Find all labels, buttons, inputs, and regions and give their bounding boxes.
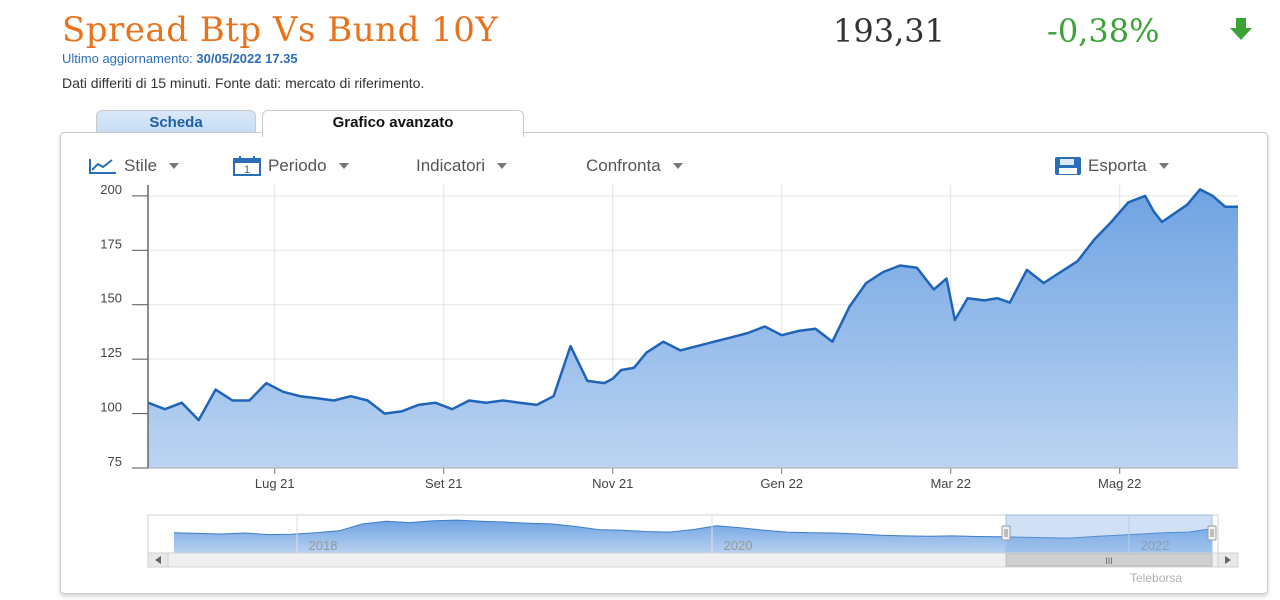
chevron-down-icon bbox=[1158, 163, 1169, 169]
chevron-down-icon bbox=[672, 163, 683, 169]
y-tick-label: 125 bbox=[100, 345, 122, 360]
x-tick-label: Lug 21 bbox=[255, 476, 295, 491]
delayed-note: Dati differiti di 15 minuti. Fonte dati:… bbox=[62, 75, 425, 91]
x-tick-label: Mag 22 bbox=[1098, 476, 1141, 491]
series-area bbox=[148, 189, 1238, 468]
esporta-label: Esporta bbox=[1088, 156, 1147, 175]
arrow-down-icon bbox=[1230, 18, 1252, 40]
chevron-down-icon bbox=[169, 163, 180, 169]
chevron-down-icon bbox=[338, 163, 349, 169]
x-tick-label: Gen 22 bbox=[760, 476, 803, 491]
last-price: 193,31 bbox=[833, 12, 945, 50]
navigator-year-label: 2020 bbox=[724, 538, 753, 553]
chevron-down-icon bbox=[496, 163, 507, 169]
navigator-area bbox=[174, 520, 1212, 553]
scrollbar-thumb[interactable] bbox=[1005, 553, 1213, 567]
watermark: Teleborsa bbox=[1130, 571, 1183, 585]
y-tick-label: 175 bbox=[100, 236, 122, 251]
y-tick-label: 150 bbox=[100, 291, 122, 306]
scrollbar-grip: III bbox=[1105, 556, 1113, 566]
y-tick-label: 100 bbox=[100, 400, 122, 415]
stile-label: Stile bbox=[124, 156, 158, 175]
save-icon bbox=[1055, 157, 1081, 175]
periodo-menu[interactable]: 1 Periodo bbox=[232, 156, 349, 176]
tab-grafico-avanzato[interactable]: Grafico avanzato bbox=[262, 110, 524, 137]
navigator-handle[interactable] bbox=[1001, 525, 1011, 541]
x-tick-label: Nov 21 bbox=[592, 476, 633, 491]
navigator-line bbox=[173, 519, 1213, 539]
navigator-year-label: 2018 bbox=[309, 538, 338, 553]
last-update-label: Ultimo aggiornamento: bbox=[62, 51, 193, 66]
confronta-menu[interactable]: Confronta bbox=[586, 156, 683, 176]
navigator-year-label: 2022 bbox=[1141, 538, 1170, 553]
esporta-menu[interactable]: Esporta bbox=[1054, 156, 1169, 176]
confronta-label: Confronta bbox=[586, 156, 661, 175]
y-tick-label: 200 bbox=[100, 182, 122, 197]
y-tick-label: 75 bbox=[108, 454, 122, 469]
navigator-selection[interactable] bbox=[1005, 514, 1213, 554]
periodo-label: Periodo bbox=[268, 156, 327, 175]
indicatori-label: Indicatori bbox=[416, 156, 485, 175]
arrow-right-icon bbox=[1225, 556, 1231, 564]
indicatori-menu[interactable]: Indicatori bbox=[416, 156, 507, 176]
page-title: Spread Btp Vs Bund 10Y bbox=[62, 10, 499, 50]
last-update: Ultimo aggiornamento: 30/05/2022 17.35 bbox=[62, 51, 298, 66]
price-change: -0,38% bbox=[1047, 12, 1160, 50]
navigator-handle[interactable] bbox=[1207, 525, 1217, 541]
line-chart-icon bbox=[89, 159, 116, 174]
stile-menu[interactable]: Stile bbox=[88, 156, 180, 176]
calendar-day: 1 bbox=[244, 164, 250, 176]
arrow-left-icon bbox=[155, 556, 161, 564]
last-update-value: 30/05/2022 17.35 bbox=[196, 51, 298, 66]
x-tick-label: Mar 22 bbox=[930, 476, 970, 491]
x-tick-label: Set 21 bbox=[425, 476, 463, 491]
series-line bbox=[147, 188, 1238, 422]
tab-scheda[interactable]: Scheda bbox=[96, 110, 256, 136]
calendar-icon: 1 bbox=[233, 156, 261, 176]
